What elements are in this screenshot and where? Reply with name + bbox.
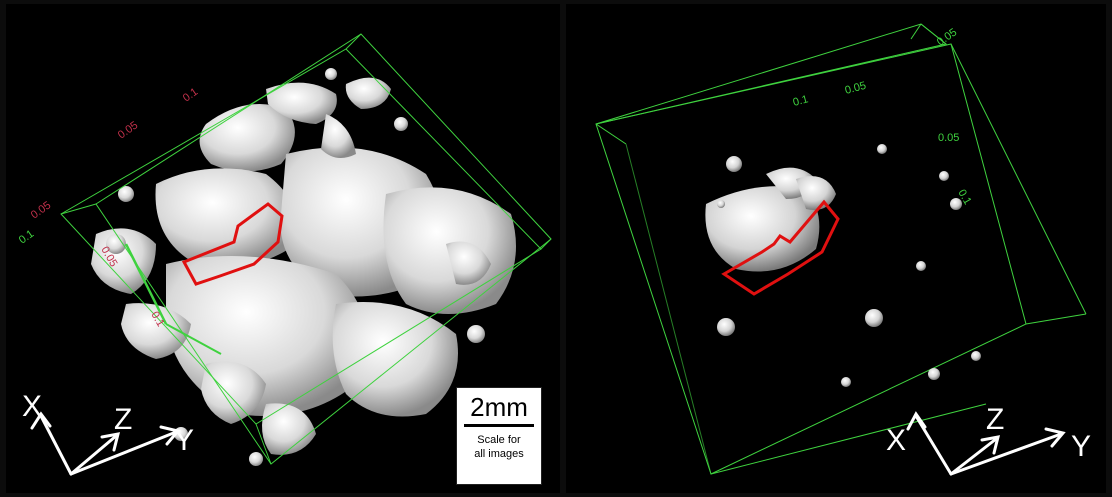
tick-label: 0.05: [29, 199, 53, 221]
highlight-outline: [181, 202, 284, 286]
particle-cluster: [705, 144, 981, 387]
bounding-box: [60, 33, 552, 465]
axis-label-z: Z: [114, 403, 132, 436]
scale-bar-line: [464, 424, 534, 427]
axis-label-y: Y: [1071, 430, 1091, 463]
scale-caption-line2: all images: [474, 448, 524, 460]
scale-value: 2mm: [470, 392, 528, 422]
axis-triad: [30, 411, 181, 476]
axis-label-x: X: [22, 390, 42, 423]
bounding-box: [595, 23, 1087, 475]
scale-caption-line1: Scale for: [477, 434, 521, 446]
tick-label: 0.1: [17, 228, 36, 247]
right-image-panel: 0.05 0.05 0.1 0.05 0.1 X Z Y: [566, 4, 1106, 493]
tick-label: 0.05: [116, 119, 140, 141]
axis-label-x: X: [886, 424, 906, 457]
tick-label: 0.05: [844, 80, 868, 97]
highlight-outline: [721, 199, 840, 296]
particle-cluster: [91, 68, 516, 466]
tick-label: 0.1: [181, 86, 200, 105]
axis-label-z: Z: [986, 403, 1004, 436]
scale-bar-legend: 2mm Scale for all images: [456, 387, 542, 485]
left-3d-render: 0.1 0.05 0.05 0.05 0.1 0.1 X Z Y: [17, 33, 552, 476]
axis-label-y: Y: [174, 424, 194, 457]
tick-label: 0.05: [938, 132, 959, 144]
axis-triad: [906, 411, 1066, 476]
left-image-panel: 0.1 0.05 0.05 0.05 0.1 0.1 X Z Y 2mm Sca…: [6, 4, 560, 493]
right-3d-render: 0.05 0.05 0.1 0.05 0.1 X Z Y: [595, 23, 1091, 476]
tick-label: 0.1: [792, 93, 810, 109]
